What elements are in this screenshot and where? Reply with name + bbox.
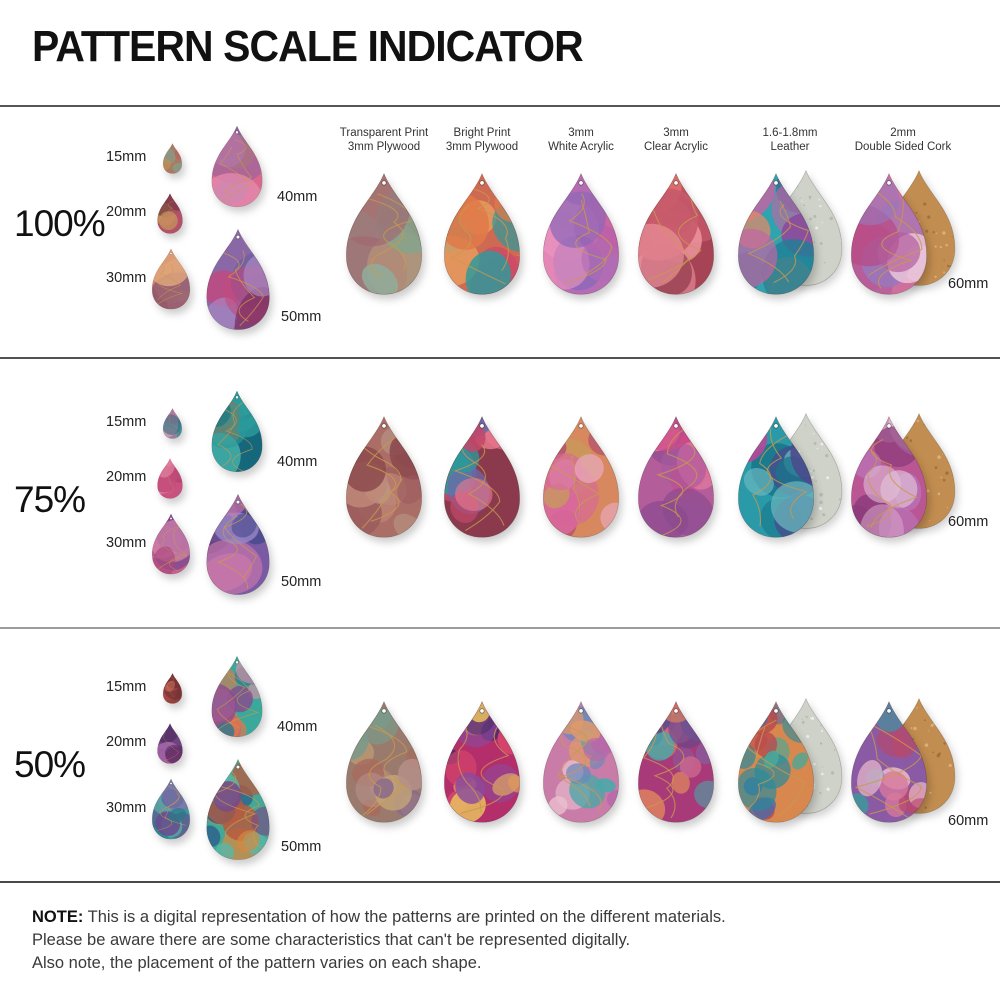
material-sample-cork xyxy=(847,700,931,824)
size-label-30mm: 30mm xyxy=(106,535,147,551)
note: NOTE: This is a digital representation o… xyxy=(32,906,726,975)
size-label-40mm: 40mm xyxy=(277,189,318,205)
teardrop-sample-50mm xyxy=(203,758,273,861)
material-sample-clear-acrylic xyxy=(634,700,718,824)
teardrop-sample-20mm xyxy=(156,458,184,499)
size-label-15mm: 15mm xyxy=(106,679,147,695)
material-sample-clear-acrylic xyxy=(634,415,718,539)
material-sample-white-acrylic xyxy=(539,172,623,296)
teardrop-sample-50mm xyxy=(203,493,273,596)
size-label-50mm: 50mm xyxy=(281,574,322,590)
size-label-15mm: 15mm xyxy=(106,414,147,430)
teardrop-sample-40mm xyxy=(209,125,265,208)
material-sample-cork xyxy=(847,415,931,539)
material-sample-leather xyxy=(734,415,818,539)
teardrop-sample-15mm xyxy=(162,143,183,174)
column-header-5: 1.6-1.8mm Leather xyxy=(762,127,818,153)
teardrop-sample-40mm xyxy=(209,655,265,738)
divider-row1-row2 xyxy=(0,357,1000,359)
note-line-2: Please be aware there are some character… xyxy=(32,931,631,949)
size-label-20mm: 20mm xyxy=(106,204,147,220)
teardrop-sample-30mm xyxy=(150,778,192,840)
column-header-4: 3mm Clear Acrylic xyxy=(644,127,708,153)
divider-row2-row3 xyxy=(0,627,1000,629)
divider-above-note xyxy=(0,881,1000,883)
teardrop-sample-15mm xyxy=(162,408,183,439)
material-sample-transparent-plywood xyxy=(342,172,426,296)
material-sample-white-acrylic xyxy=(539,700,623,824)
material-sample-white-acrylic xyxy=(539,415,623,539)
size-label-30mm: 30mm xyxy=(106,800,147,816)
size-label-40mm: 40mm xyxy=(277,454,318,470)
material-sample-bright-plywood xyxy=(440,700,524,824)
material-sample-cork xyxy=(847,172,931,296)
page-title: PATTERN SCALE INDICATOR xyxy=(32,22,584,71)
divider-under-title xyxy=(0,105,1000,107)
scale-label-50%: 50% xyxy=(14,744,86,785)
note-line-1: NOTE: This is a digital representation o… xyxy=(32,908,726,926)
size-label-50mm: 50mm xyxy=(281,839,322,855)
teardrop-sample-15mm xyxy=(162,673,183,704)
scale-label-75%: 75% xyxy=(14,479,86,520)
column-header-1: Transparent Print 3mm Plywood xyxy=(339,127,429,153)
materials-size-label-60mm: 60mm xyxy=(948,813,989,829)
material-sample-bright-plywood xyxy=(440,415,524,539)
size-label-30mm: 30mm xyxy=(106,270,147,286)
teardrop-sample-30mm xyxy=(150,248,192,310)
size-label-15mm: 15mm xyxy=(106,149,147,165)
size-label-20mm: 20mm xyxy=(106,469,147,485)
materials-size-label-60mm: 60mm xyxy=(948,276,989,292)
column-header-3: 3mm White Acrylic xyxy=(548,127,614,153)
teardrop-sample-50mm xyxy=(203,228,273,331)
teardrop-sample-30mm xyxy=(150,513,192,575)
teardrop-sample-20mm xyxy=(156,723,184,764)
size-label-40mm: 40mm xyxy=(277,719,318,735)
column-header-2: Bright Print 3mm Plywood xyxy=(445,127,519,153)
scale-label-100%: 100% xyxy=(14,203,106,244)
material-sample-transparent-plywood xyxy=(342,415,426,539)
teardrop-sample-40mm xyxy=(209,390,265,473)
material-sample-bright-plywood xyxy=(440,172,524,296)
teardrop-sample-20mm xyxy=(156,193,184,234)
material-sample-leather xyxy=(734,172,818,296)
size-label-20mm: 20mm xyxy=(106,734,147,750)
materials-size-label-60mm: 60mm xyxy=(948,514,989,530)
size-label-50mm: 50mm xyxy=(281,309,322,325)
material-sample-transparent-plywood xyxy=(342,700,426,824)
note-label: NOTE: xyxy=(32,908,84,926)
column-header-6: 2mm Double Sided Cork xyxy=(854,127,952,153)
material-sample-clear-acrylic xyxy=(634,172,718,296)
note-line-3: Also note, the placement of the pattern … xyxy=(32,954,482,972)
material-sample-leather xyxy=(734,700,818,824)
